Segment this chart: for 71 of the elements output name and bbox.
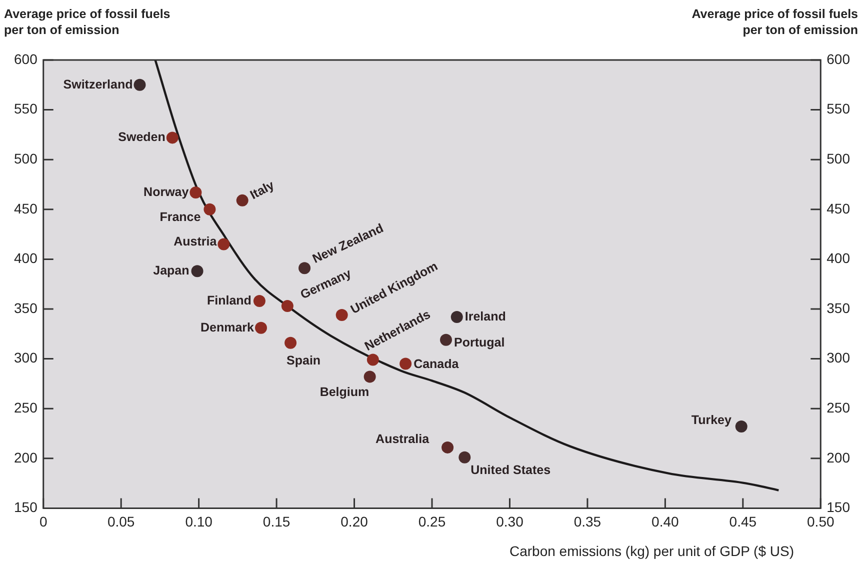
- y2-tick-label: 150: [826, 499, 850, 516]
- y-tick-label: 600: [14, 50, 38, 67]
- y-tick-label: 350: [14, 300, 38, 316]
- annotation: Portugal: [454, 335, 505, 350]
- point: [191, 265, 204, 278]
- point: [253, 295, 266, 308]
- y2-tick-label: 500: [826, 150, 850, 166]
- y-tick-label: 150: [14, 499, 38, 516]
- y-tick-label: 500: [14, 150, 38, 166]
- x-tick-label: 0.05: [107, 513, 135, 530]
- annotation: Belgium: [320, 385, 370, 400]
- point: [364, 370, 376, 383]
- y-tick-label: 550: [14, 100, 38, 117]
- annotation: Australia: [376, 432, 430, 446]
- x-tick-label: 0.10: [185, 513, 213, 530]
- point: [204, 203, 216, 216]
- annotation: Spain: [286, 353, 321, 368]
- annotation: Sweden: [118, 130, 166, 144]
- annotation: Turkey: [691, 412, 732, 427]
- point: [366, 354, 379, 366]
- annotation: Canada: [414, 357, 460, 372]
- y2-axis-title: Average price of fossil fuels per ton of emission: [692, 6, 858, 38]
- point: [281, 300, 294, 312]
- point: [336, 308, 348, 321]
- x-tick-label: 0.25: [418, 513, 446, 530]
- y2-tick-label: 400: [826, 250, 850, 266]
- annotation: United States: [470, 462, 551, 477]
- x-tick-label: 0.20: [340, 513, 368, 530]
- point: [255, 322, 267, 334]
- y-tick-label: 300: [14, 350, 38, 366]
- x-tick-label: 0.35: [574, 513, 602, 530]
- x-axis-title: Carbon emissions (kg) per unit of GDP ($ US): [509, 543, 794, 559]
- point: [440, 334, 452, 346]
- annotation: Austria: [174, 234, 218, 249]
- annotation: Italy: [248, 178, 276, 202]
- x-tick-label: 0.45: [729, 513, 757, 530]
- annotation: Ireland: [464, 309, 506, 324]
- y-tick-label: 400: [14, 250, 38, 266]
- point: [442, 441, 454, 454]
- y2-tick-label: 450: [826, 200, 850, 216]
- point: [134, 78, 146, 91]
- x-tick-label: 0.40: [652, 513, 680, 530]
- annotation: Japan: [153, 264, 190, 278]
- y2-tick-label: 250: [826, 399, 850, 416]
- annotation: Switzerland: [63, 77, 133, 92]
- y-axis-title: Average price of fossil fuels per ton of emission: [4, 6, 170, 38]
- x-tick-label: 0.50: [807, 513, 834, 530]
- annotation: Denmark: [200, 320, 254, 334]
- x-tick-label: 0.30: [496, 513, 524, 530]
- point: [400, 358, 412, 370]
- point: [218, 238, 230, 250]
- point: [450, 310, 463, 323]
- y-tick-label: 250: [14, 399, 38, 416]
- y2-tick-label: 200: [826, 449, 850, 466]
- point: [284, 336, 297, 349]
- annotation: Norway: [144, 184, 189, 199]
- y-tick-label: 200: [14, 449, 38, 466]
- x-tick-label: 0.15: [262, 513, 290, 530]
- y2-tick-label: 300: [826, 350, 850, 366]
- y-tick-label: 450: [14, 200, 38, 216]
- y2-tick-label: 350: [826, 300, 850, 316]
- point: [458, 451, 471, 464]
- point: [236, 194, 248, 206]
- point: [166, 132, 178, 144]
- y2-tick-label: 550: [826, 100, 850, 117]
- annotation: France: [160, 210, 201, 224]
- annotation: Finland: [206, 293, 252, 308]
- point: [190, 186, 202, 198]
- x-tick-label: 0: [39, 513, 48, 530]
- point: [735, 420, 748, 433]
- y2-tick-label: 600: [826, 50, 850, 67]
